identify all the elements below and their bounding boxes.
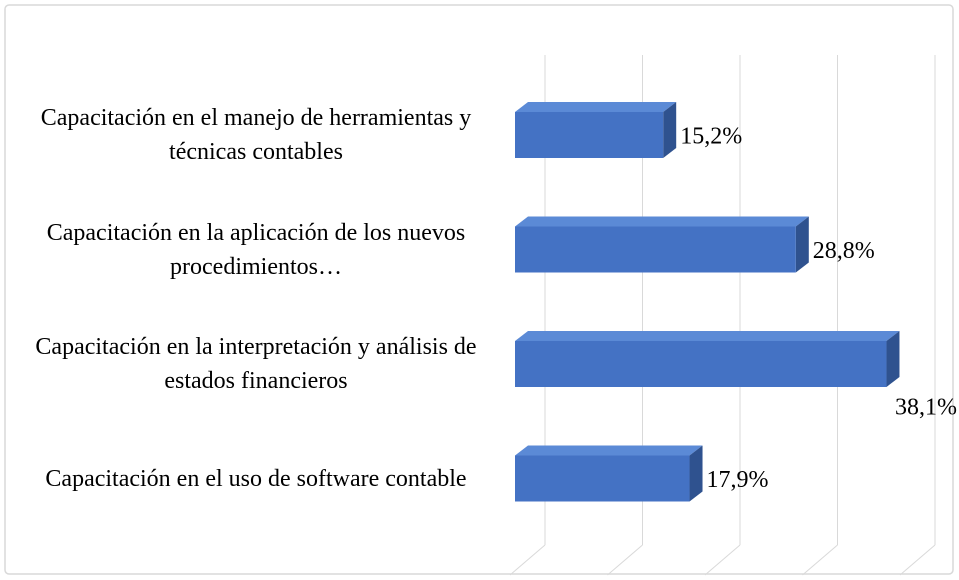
bar-side xyxy=(795,216,809,273)
bar-side xyxy=(663,102,677,158)
bar-top xyxy=(515,331,900,341)
bar xyxy=(515,112,664,158)
floor-line xyxy=(704,544,741,576)
category-label: Capacitación en la aplicación de los nue… xyxy=(46,219,466,280)
bar-side xyxy=(886,331,900,387)
category-label: Capacitación en el uso de software conta… xyxy=(45,465,467,492)
data-label: 17,9% xyxy=(707,467,769,493)
data-label: 28,8% xyxy=(813,238,875,264)
floor-line xyxy=(509,544,546,576)
bar xyxy=(515,455,690,502)
category-label: Capacitación en el manejo de herramienta… xyxy=(40,105,472,165)
floor-line xyxy=(899,544,936,576)
bar-side xyxy=(689,445,703,502)
bar-top xyxy=(515,445,703,456)
chart-border xyxy=(4,4,954,575)
data-label: 38,1% xyxy=(895,395,957,421)
bar xyxy=(515,226,796,273)
bar-top xyxy=(515,216,809,227)
floor-line xyxy=(607,544,643,576)
bar xyxy=(515,341,887,387)
category-label: Capacitación en la interpretación y anál… xyxy=(35,334,477,394)
data-label: 15,2% xyxy=(680,124,742,150)
floor-line xyxy=(802,544,838,576)
bar-top xyxy=(515,102,677,112)
